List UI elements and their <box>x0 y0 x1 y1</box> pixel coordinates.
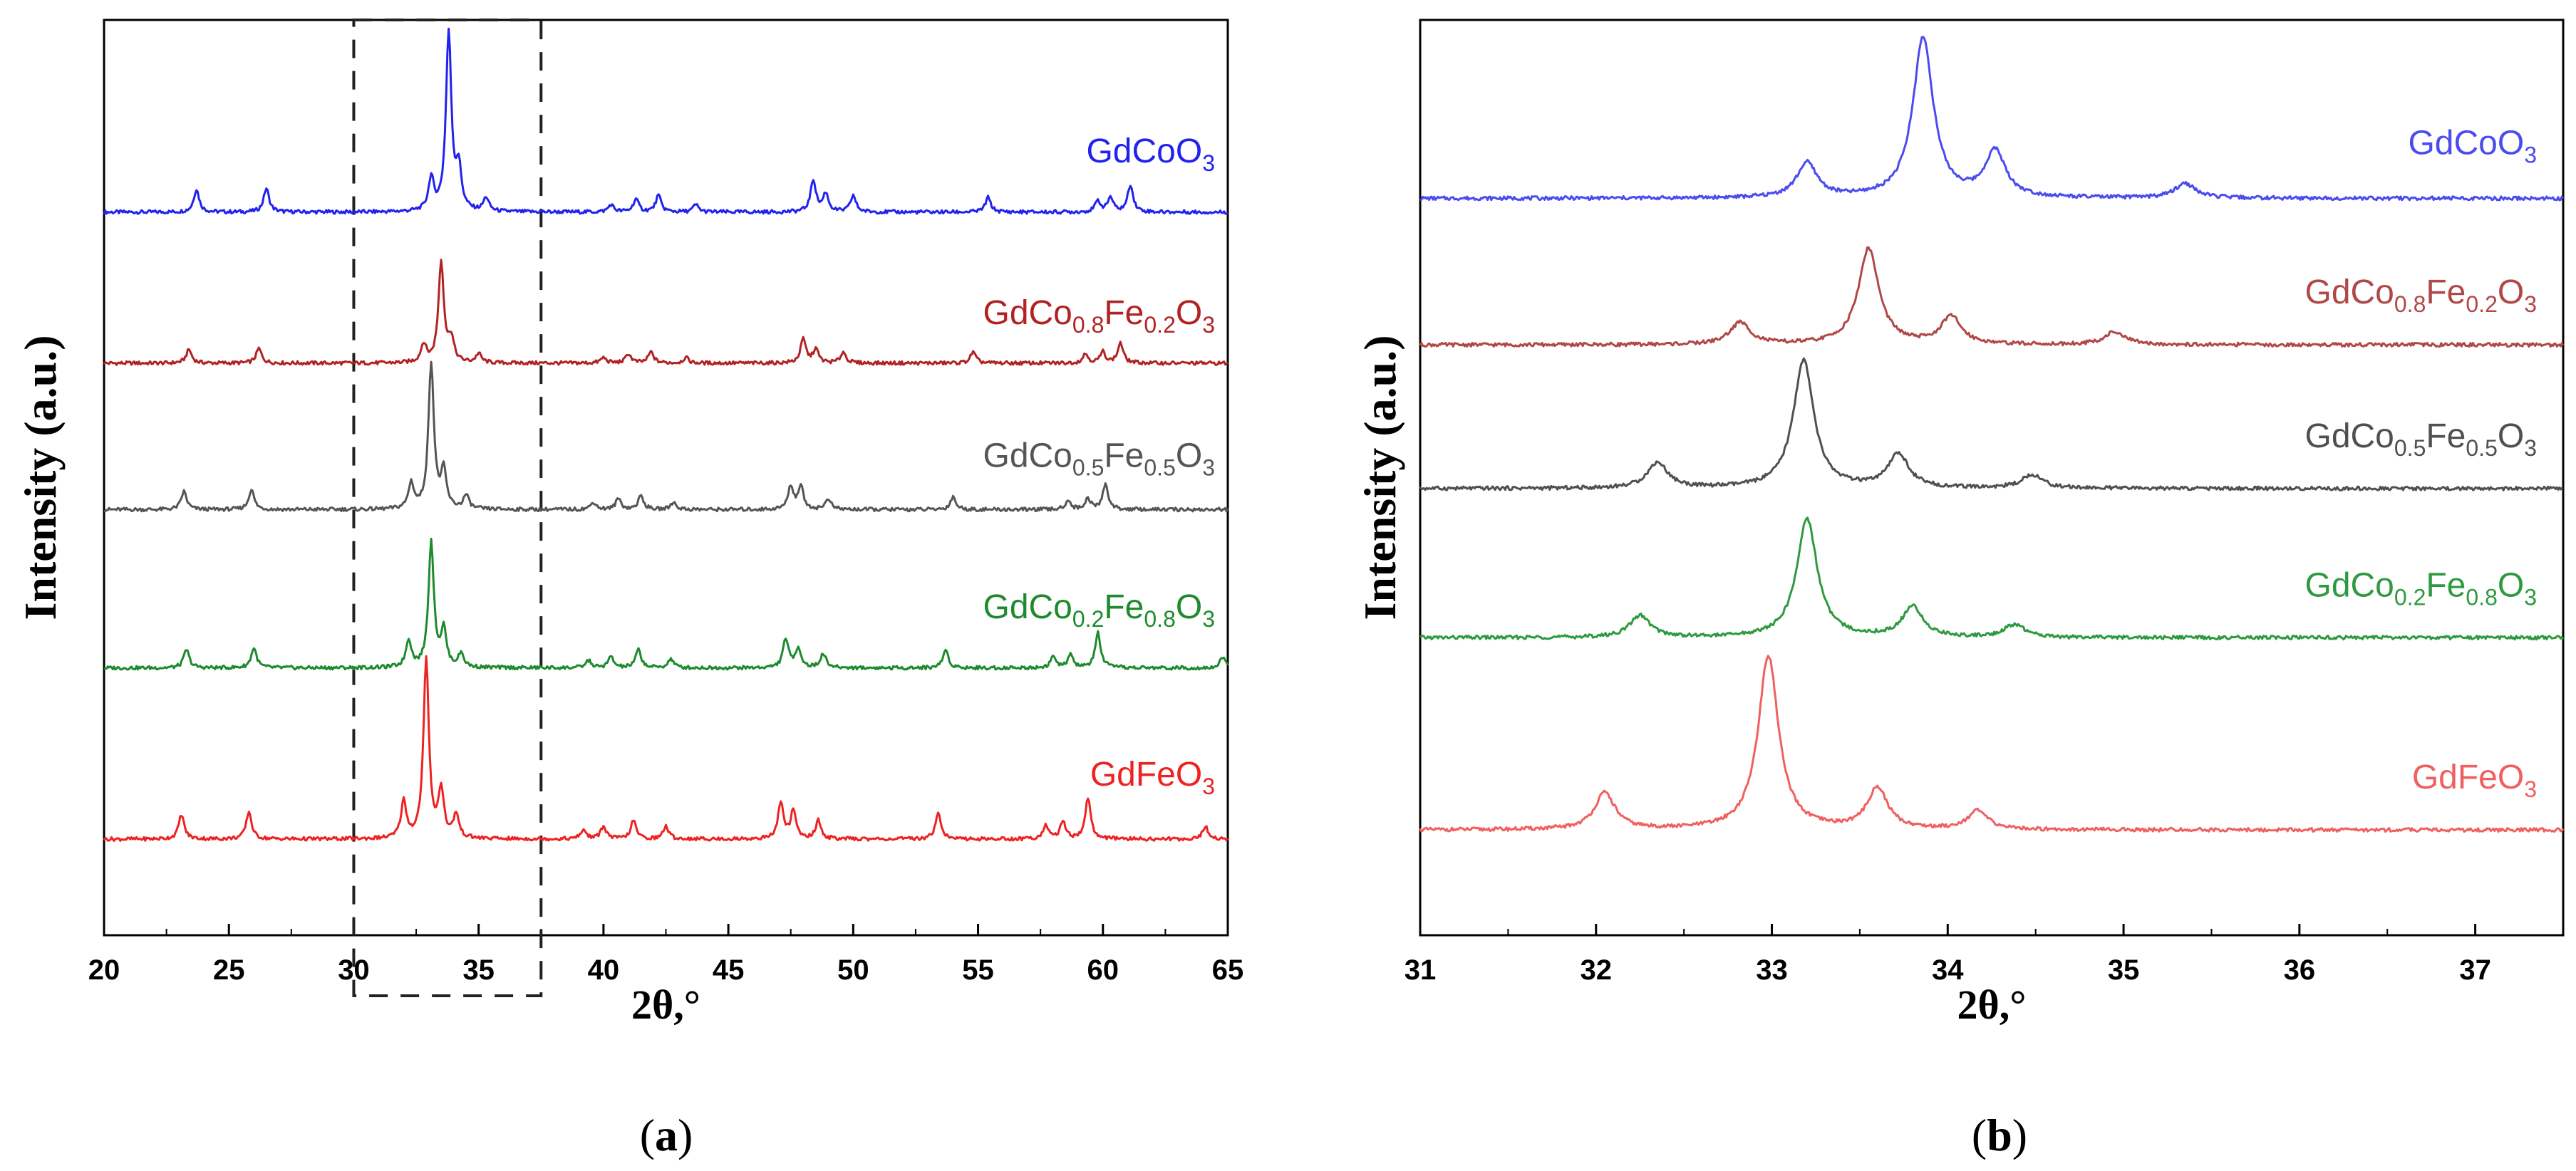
y-axis-title: Intensity (a.u.) <box>1355 335 1405 620</box>
series-line <box>103 537 1229 671</box>
panel-label: (b) <box>1972 1110 2027 1160</box>
series-label: GdFeO3 <box>2412 759 2537 802</box>
series-label: GdCo0.5Fe0.5O3 <box>983 437 1215 480</box>
x-tick-label: 35 <box>462 954 495 986</box>
series-line <box>1419 357 2564 491</box>
zoom-region-box <box>352 19 543 997</box>
series-line <box>1419 516 2565 641</box>
series-line <box>1419 246 2565 348</box>
x-tick-label: 60 <box>1087 954 1119 986</box>
x-tick-label: 31 <box>1405 954 1437 986</box>
x-tick-label: 25 <box>213 954 245 986</box>
series-line <box>103 655 1229 842</box>
x-tick-label: 36 <box>2284 954 2316 986</box>
series-line <box>1419 36 2565 202</box>
x-tick-label: 40 <box>588 954 620 986</box>
x-tick-label: 32 <box>1581 954 1613 986</box>
series-line <box>103 259 1228 366</box>
series-label: GdFeO3 <box>1090 756 1215 799</box>
x-tick-label: 20 <box>88 954 120 986</box>
series-line <box>1419 655 2565 833</box>
x-tick-label: 34 <box>1932 954 1964 986</box>
x-tick-label: 45 <box>713 954 745 986</box>
series-line <box>103 27 1228 215</box>
y-axis-title: Intensity (a.u.) <box>15 335 66 620</box>
x-axis-title: 2θ,° <box>631 982 700 1028</box>
series-label: GdCo0.2Fe0.8O3 <box>2305 566 2537 610</box>
series-label: GdCoO3 <box>2408 125 2537 168</box>
plot-frame <box>103 19 1229 937</box>
series-label: GdCo0.8Fe0.2O3 <box>983 294 1215 338</box>
x-tick-label: 65 <box>1212 954 1244 986</box>
series-label: GdCo0.2Fe0.8O3 <box>983 588 1215 632</box>
series-label: GdCoO3 <box>1086 132 1215 176</box>
plot-frame <box>1419 19 2565 937</box>
x-tick-label: 37 <box>2459 954 2491 986</box>
series-line <box>103 360 1229 513</box>
x-tick-label: 50 <box>837 954 869 986</box>
series-label: GdCo0.5Fe0.5O3 <box>2305 417 2537 461</box>
x-tick-label: 35 <box>2108 954 2140 986</box>
x-tick-label: 33 <box>1756 954 1788 986</box>
x-tick-label: 55 <box>962 954 994 986</box>
panel-label: (a) <box>640 1110 693 1160</box>
panel-b-chart: 31 32 33 34 35 36 37 2θ,° Intensity (a.u.) (b) GdC… <box>1355 19 2565 1160</box>
x-axis-title: 2θ,° <box>1957 982 2027 1028</box>
series-label: GdCo0.8Fe0.2O3 <box>2305 274 2537 317</box>
